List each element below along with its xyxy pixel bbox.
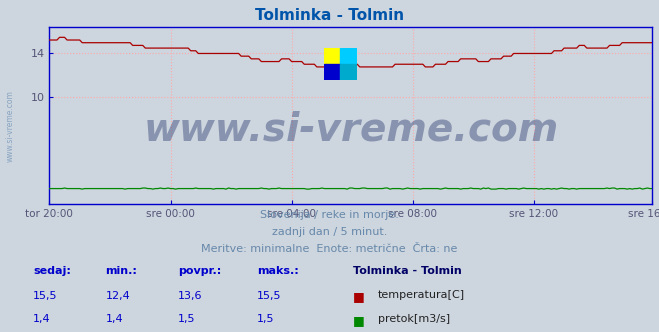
- Text: 1,4: 1,4: [105, 314, 123, 324]
- Text: sedaj:: sedaj:: [33, 266, 71, 276]
- Text: 15,5: 15,5: [257, 290, 281, 300]
- Text: ■: ■: [353, 314, 364, 327]
- Text: pretok[m3/s]: pretok[m3/s]: [378, 314, 449, 324]
- Text: www.si-vreme.com: www.si-vreme.com: [143, 111, 559, 149]
- Text: 15,5: 15,5: [33, 290, 57, 300]
- Text: maks.:: maks.:: [257, 266, 299, 276]
- Text: temperatura[C]: temperatura[C]: [378, 290, 465, 300]
- Text: Meritve: minimalne  Enote: metrične  Črta: ne: Meritve: minimalne Enote: metrične Črta:…: [201, 244, 458, 254]
- Text: min.:: min.:: [105, 266, 137, 276]
- Text: 1,5: 1,5: [178, 314, 196, 324]
- Text: Tolminka - Tolmin: Tolminka - Tolmin: [255, 8, 404, 23]
- Text: 12,4: 12,4: [105, 290, 130, 300]
- Text: 13,6: 13,6: [178, 290, 202, 300]
- Text: ■: ■: [353, 290, 364, 303]
- Text: povpr.:: povpr.:: [178, 266, 221, 276]
- Text: 1,5: 1,5: [257, 314, 275, 324]
- Text: zadnji dan / 5 minut.: zadnji dan / 5 minut.: [272, 227, 387, 237]
- Text: Slovenija / reke in morje.: Slovenija / reke in morje.: [260, 210, 399, 220]
- Text: www.si-vreme.com: www.si-vreme.com: [5, 90, 14, 162]
- Text: Tolminka - Tolmin: Tolminka - Tolmin: [353, 266, 461, 276]
- Text: 1,4: 1,4: [33, 314, 51, 324]
